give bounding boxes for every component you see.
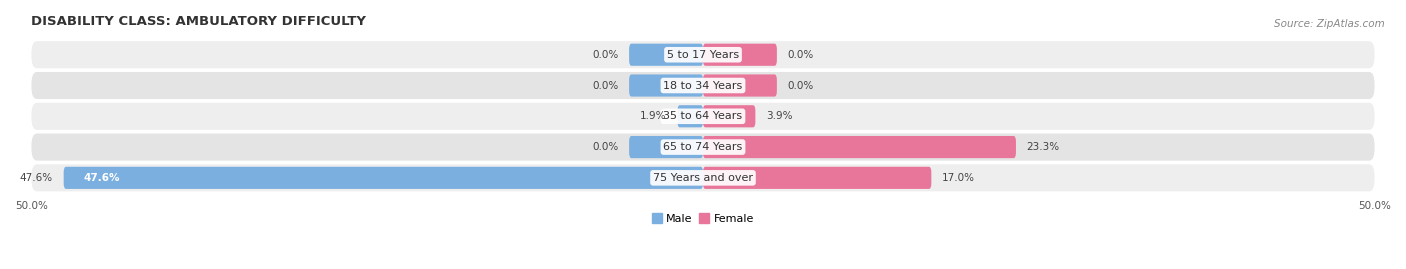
- FancyBboxPatch shape: [703, 75, 778, 97]
- Text: 0.0%: 0.0%: [592, 142, 619, 152]
- FancyBboxPatch shape: [628, 136, 703, 158]
- Text: 17.0%: 17.0%: [942, 173, 976, 183]
- FancyBboxPatch shape: [31, 72, 1375, 99]
- Text: 0.0%: 0.0%: [787, 50, 814, 60]
- Text: 75 Years and over: 75 Years and over: [652, 173, 754, 183]
- Text: 47.6%: 47.6%: [84, 173, 121, 183]
- FancyBboxPatch shape: [31, 133, 1375, 161]
- Text: 0.0%: 0.0%: [592, 80, 619, 90]
- Text: 1.9%: 1.9%: [640, 111, 666, 121]
- FancyBboxPatch shape: [628, 75, 703, 97]
- Text: Source: ZipAtlas.com: Source: ZipAtlas.com: [1274, 19, 1385, 29]
- Legend: Male, Female: Male, Female: [647, 209, 759, 228]
- FancyBboxPatch shape: [703, 167, 931, 189]
- Text: 0.0%: 0.0%: [592, 50, 619, 60]
- Text: 18 to 34 Years: 18 to 34 Years: [664, 80, 742, 90]
- FancyBboxPatch shape: [31, 103, 1375, 130]
- FancyBboxPatch shape: [31, 164, 1375, 191]
- Text: DISABILITY CLASS: AMBULATORY DIFFICULTY: DISABILITY CLASS: AMBULATORY DIFFICULTY: [31, 15, 367, 28]
- FancyBboxPatch shape: [703, 105, 755, 127]
- FancyBboxPatch shape: [31, 41, 1375, 68]
- FancyBboxPatch shape: [628, 44, 703, 66]
- FancyBboxPatch shape: [703, 44, 778, 66]
- Text: 5 to 17 Years: 5 to 17 Years: [666, 50, 740, 60]
- Text: 3.9%: 3.9%: [766, 111, 793, 121]
- Text: 47.6%: 47.6%: [20, 173, 53, 183]
- FancyBboxPatch shape: [63, 167, 703, 189]
- Text: 65 to 74 Years: 65 to 74 Years: [664, 142, 742, 152]
- Text: 35 to 64 Years: 35 to 64 Years: [664, 111, 742, 121]
- Text: 0.0%: 0.0%: [787, 80, 814, 90]
- FancyBboxPatch shape: [678, 105, 703, 127]
- FancyBboxPatch shape: [703, 136, 1017, 158]
- Text: 23.3%: 23.3%: [1026, 142, 1060, 152]
